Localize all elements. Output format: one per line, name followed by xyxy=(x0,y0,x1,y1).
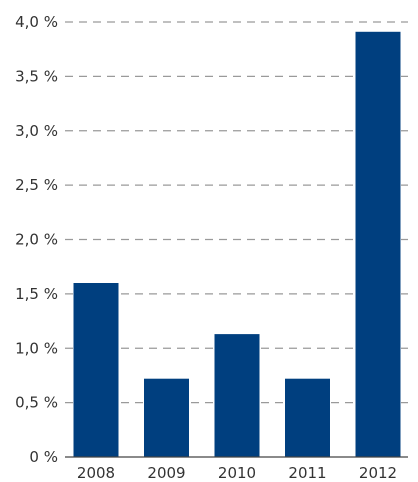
y-tick-label: 1,5 % xyxy=(15,285,58,303)
bar-2008 xyxy=(73,283,119,457)
gridlines xyxy=(65,21,408,404)
y-tick-label: 1,0 % xyxy=(15,339,58,357)
y-tick-label: 3,5 % xyxy=(15,67,58,85)
x-tick-label: 2011 xyxy=(288,464,326,482)
y-tick-label: 0,5 % xyxy=(15,394,58,412)
x-tick-label: 2010 xyxy=(218,464,256,482)
bar-2009 xyxy=(144,378,189,457)
x-tick-label: 2008 xyxy=(77,464,115,482)
y-tick-label: 3,0 % xyxy=(15,122,58,140)
y-tick-label: 2,5 % xyxy=(15,176,58,194)
bar-2012 xyxy=(355,31,401,457)
bars xyxy=(73,31,401,457)
y-tick-label: 4,0 % xyxy=(15,13,58,31)
bar-2010 xyxy=(214,334,260,457)
y-tick-label: 2,0 % xyxy=(15,231,58,249)
x-tick-label: 2009 xyxy=(147,464,185,482)
y-tick-label: 0 % xyxy=(29,448,58,466)
x-tick-labels: 2008 2009 2010 2011 2012 xyxy=(77,464,397,482)
bar-2011 xyxy=(285,378,330,457)
y-tick-labels: 0 % 0,5 % 1,0 % 1,5 % 2,0 % 2,5 % 3,0 % 3,5 % 4,… xyxy=(15,13,58,466)
x-tick-label: 2012 xyxy=(359,464,397,482)
